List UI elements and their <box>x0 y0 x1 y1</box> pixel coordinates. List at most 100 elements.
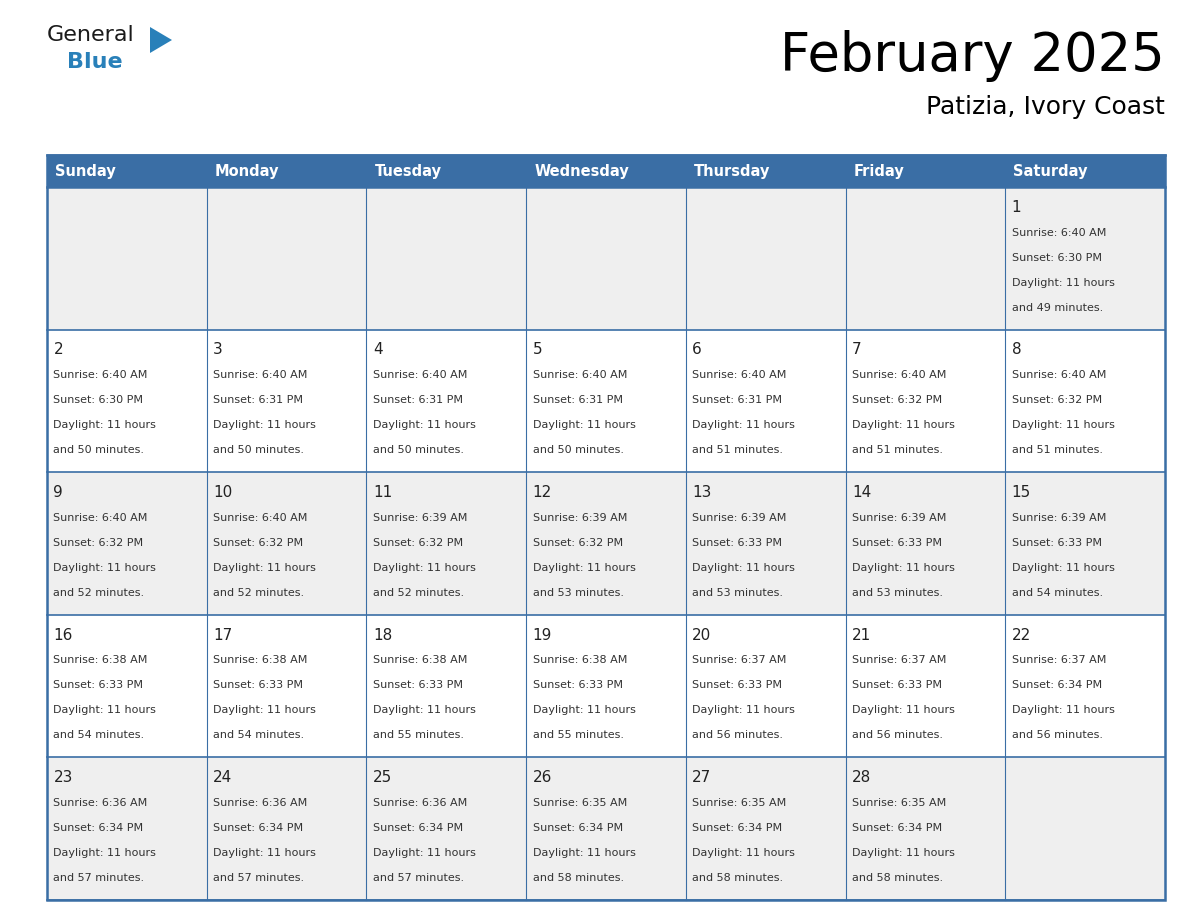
Text: 21: 21 <box>852 628 871 643</box>
Text: Daylight: 11 hours: Daylight: 11 hours <box>1012 705 1114 715</box>
Text: Sunset: 6:34 PM: Sunset: 6:34 PM <box>373 823 463 833</box>
Bar <box>48 757 207 900</box>
Bar <box>526 187 685 330</box>
Text: Tuesday: Tuesday <box>374 164 442 179</box>
Text: Daylight: 11 hours: Daylight: 11 hours <box>852 563 955 573</box>
Bar <box>366 155 526 187</box>
Text: and 53 minutes.: and 53 minutes. <box>532 588 624 598</box>
Bar <box>526 155 685 187</box>
Text: Sunrise: 6:35 AM: Sunrise: 6:35 AM <box>852 798 946 808</box>
Text: and 52 minutes.: and 52 minutes. <box>373 588 465 598</box>
Bar <box>846 155 1005 187</box>
Text: Sunrise: 6:38 AM: Sunrise: 6:38 AM <box>213 655 308 666</box>
Text: Sunset: 6:34 PM: Sunset: 6:34 PM <box>53 823 144 833</box>
Bar <box>1005 757 1165 900</box>
Text: and 58 minutes.: and 58 minutes. <box>852 873 943 883</box>
Bar <box>685 615 846 757</box>
Text: and 54 minutes.: and 54 minutes. <box>213 731 304 740</box>
Text: Monday: Monday <box>215 164 279 179</box>
Text: Sunset: 6:33 PM: Sunset: 6:33 PM <box>693 680 782 690</box>
Text: Sunset: 6:34 PM: Sunset: 6:34 PM <box>213 823 303 833</box>
Text: 10: 10 <box>213 485 233 500</box>
Text: Sunset: 6:33 PM: Sunset: 6:33 PM <box>852 538 942 548</box>
Text: Sunrise: 6:38 AM: Sunrise: 6:38 AM <box>373 655 467 666</box>
Text: and 55 minutes.: and 55 minutes. <box>532 731 624 740</box>
Text: 9: 9 <box>53 485 63 500</box>
Text: Sunrise: 6:35 AM: Sunrise: 6:35 AM <box>532 798 627 808</box>
Bar <box>685 187 846 330</box>
Bar <box>207 155 366 187</box>
Text: Sunrise: 6:39 AM: Sunrise: 6:39 AM <box>1012 513 1106 523</box>
Text: and 50 minutes.: and 50 minutes. <box>53 445 145 455</box>
Text: 18: 18 <box>373 628 392 643</box>
Text: Wednesday: Wednesday <box>535 164 628 179</box>
Text: Sunrise: 6:39 AM: Sunrise: 6:39 AM <box>373 513 467 523</box>
Text: Sunset: 6:33 PM: Sunset: 6:33 PM <box>213 680 303 690</box>
Bar <box>48 615 207 757</box>
Bar <box>207 472 366 615</box>
Text: Sunrise: 6:36 AM: Sunrise: 6:36 AM <box>53 798 147 808</box>
Text: Sunrise: 6:40 AM: Sunrise: 6:40 AM <box>213 513 308 523</box>
Text: Sunrise: 6:40 AM: Sunrise: 6:40 AM <box>53 513 147 523</box>
Bar <box>1005 187 1165 330</box>
Polygon shape <box>150 27 172 53</box>
Text: Sunrise: 6:36 AM: Sunrise: 6:36 AM <box>213 798 308 808</box>
Bar <box>846 615 1005 757</box>
Text: Saturday: Saturday <box>1013 164 1088 179</box>
Text: Sunrise: 6:40 AM: Sunrise: 6:40 AM <box>852 370 947 380</box>
Text: Sunset: 6:34 PM: Sunset: 6:34 PM <box>693 823 783 833</box>
Text: Daylight: 11 hours: Daylight: 11 hours <box>53 848 157 858</box>
Bar <box>48 187 207 330</box>
Bar <box>846 187 1005 330</box>
Text: 24: 24 <box>213 770 233 785</box>
Text: February 2025: February 2025 <box>781 30 1165 82</box>
Text: Sunrise: 6:35 AM: Sunrise: 6:35 AM <box>693 798 786 808</box>
Text: Sunset: 6:34 PM: Sunset: 6:34 PM <box>1012 680 1101 690</box>
Bar <box>48 155 1165 900</box>
Bar <box>685 472 846 615</box>
Text: and 56 minutes.: and 56 minutes. <box>1012 731 1102 740</box>
Text: and 53 minutes.: and 53 minutes. <box>693 588 783 598</box>
Text: Sunday: Sunday <box>55 164 115 179</box>
Text: Sunset: 6:33 PM: Sunset: 6:33 PM <box>693 538 782 548</box>
Text: 3: 3 <box>213 342 223 357</box>
Bar <box>48 472 207 615</box>
Text: Sunrise: 6:40 AM: Sunrise: 6:40 AM <box>532 370 627 380</box>
Text: Daylight: 11 hours: Daylight: 11 hours <box>373 705 475 715</box>
Text: 11: 11 <box>373 485 392 500</box>
Text: Sunset: 6:34 PM: Sunset: 6:34 PM <box>532 823 623 833</box>
Text: Daylight: 11 hours: Daylight: 11 hours <box>693 705 795 715</box>
Text: and 51 minutes.: and 51 minutes. <box>693 445 783 455</box>
Text: Sunset: 6:32 PM: Sunset: 6:32 PM <box>1012 395 1101 405</box>
Text: Thursday: Thursday <box>694 164 770 179</box>
Text: Sunset: 6:30 PM: Sunset: 6:30 PM <box>53 395 144 405</box>
Text: 20: 20 <box>693 628 712 643</box>
Text: Sunset: 6:32 PM: Sunset: 6:32 PM <box>373 538 463 548</box>
Text: and 54 minutes.: and 54 minutes. <box>53 731 145 740</box>
Text: Sunrise: 6:39 AM: Sunrise: 6:39 AM <box>852 513 947 523</box>
Text: Daylight: 11 hours: Daylight: 11 hours <box>852 420 955 431</box>
Text: Daylight: 11 hours: Daylight: 11 hours <box>852 705 955 715</box>
Text: Sunrise: 6:40 AM: Sunrise: 6:40 AM <box>373 370 467 380</box>
Bar <box>366 187 526 330</box>
Text: Sunset: 6:30 PM: Sunset: 6:30 PM <box>1012 252 1101 263</box>
Bar <box>366 330 526 472</box>
Bar <box>366 615 526 757</box>
Text: Sunrise: 6:40 AM: Sunrise: 6:40 AM <box>1012 228 1106 238</box>
Text: Sunrise: 6:38 AM: Sunrise: 6:38 AM <box>532 655 627 666</box>
Bar <box>366 472 526 615</box>
Text: Sunset: 6:31 PM: Sunset: 6:31 PM <box>693 395 782 405</box>
Text: Sunrise: 6:37 AM: Sunrise: 6:37 AM <box>1012 655 1106 666</box>
Bar <box>526 472 685 615</box>
Text: Daylight: 11 hours: Daylight: 11 hours <box>213 848 316 858</box>
Text: Sunset: 6:33 PM: Sunset: 6:33 PM <box>532 680 623 690</box>
Bar <box>846 472 1005 615</box>
Text: Sunrise: 6:39 AM: Sunrise: 6:39 AM <box>693 513 786 523</box>
Text: Sunrise: 6:39 AM: Sunrise: 6:39 AM <box>532 513 627 523</box>
Text: Daylight: 11 hours: Daylight: 11 hours <box>373 420 475 431</box>
Text: and 50 minutes.: and 50 minutes. <box>373 445 463 455</box>
Text: Sunset: 6:32 PM: Sunset: 6:32 PM <box>213 538 303 548</box>
Text: Friday: Friday <box>853 164 904 179</box>
Text: Daylight: 11 hours: Daylight: 11 hours <box>532 563 636 573</box>
Bar <box>526 330 685 472</box>
